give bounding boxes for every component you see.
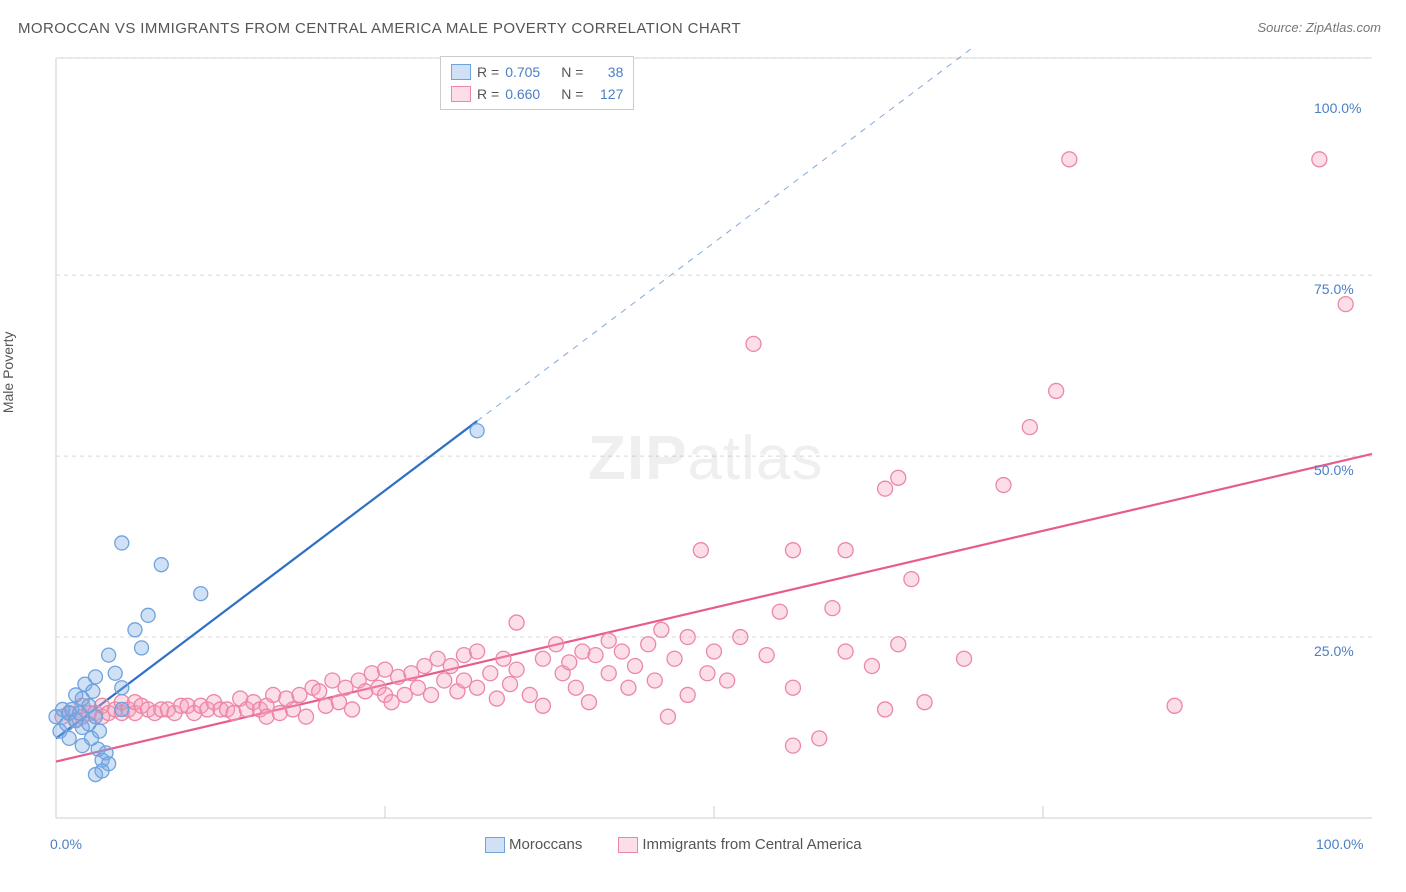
series-legend: Moroccans Immigrants from Central America xyxy=(485,836,890,853)
legend-item: Moroccans xyxy=(485,836,582,853)
legend-swatch xyxy=(485,837,505,853)
legend-r-value: 0.660 xyxy=(505,83,555,105)
legend-swatch xyxy=(618,837,638,853)
legend-row: R = 0.660 N = 127 xyxy=(451,83,623,105)
y-axis-label: Male Poverty xyxy=(0,331,16,413)
legend-r-label: R = xyxy=(477,61,499,83)
legend-swatch xyxy=(451,64,471,80)
y-tick-label: 25.0% xyxy=(1314,643,1354,659)
legend-item: Immigrants from Central America xyxy=(618,836,861,853)
legend-row: R = 0.705 N = 38 xyxy=(451,61,623,83)
x-tick-label: 100.0% xyxy=(1316,836,1363,852)
y-tick-label: 75.0% xyxy=(1314,281,1354,297)
chart-title: MOROCCAN VS IMMIGRANTS FROM CENTRAL AMER… xyxy=(18,20,741,37)
correlation-legend: R = 0.705 N = 38 R = 0.660 N = 127 xyxy=(440,56,634,110)
chart-area: ZIPatlas xyxy=(48,48,1388,838)
legend-n-label: N = xyxy=(561,61,583,83)
legend-series-label: Immigrants from Central America xyxy=(642,836,861,853)
source-attribution: Source: ZipAtlas.com xyxy=(1257,20,1381,35)
legend-series-label: Moroccans xyxy=(509,836,582,853)
legend-n-value: 127 xyxy=(589,83,623,105)
legend-swatch xyxy=(451,86,471,102)
scatter-chart-svg xyxy=(48,48,1388,838)
legend-n-value: 38 xyxy=(589,61,623,83)
legend-n-label: N = xyxy=(561,83,583,105)
x-tick-label: 0.0% xyxy=(50,836,82,852)
legend-r-value: 0.705 xyxy=(505,61,555,83)
y-tick-label: 100.0% xyxy=(1314,100,1361,116)
y-tick-label: 50.0% xyxy=(1314,462,1354,478)
legend-r-label: R = xyxy=(477,83,499,105)
